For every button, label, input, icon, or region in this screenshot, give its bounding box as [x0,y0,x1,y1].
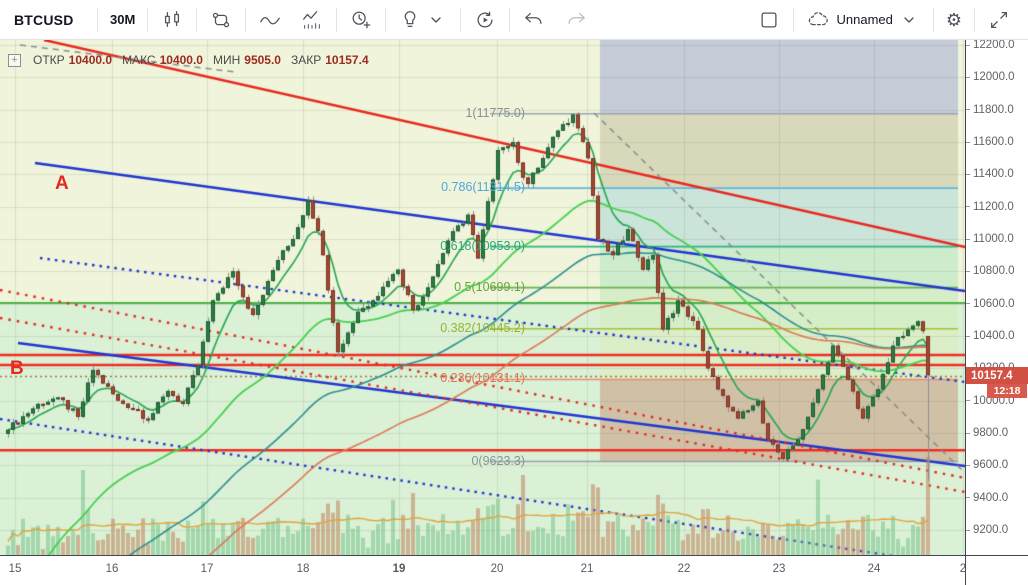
line-chart-icon [258,8,282,32]
separator [336,7,338,32]
time-tick: 19 [392,563,406,575]
price-tick: 11600.0 [966,135,1028,149]
separator [509,7,511,32]
axis-corner [965,555,1028,585]
separator [385,7,387,32]
layout-name: Unnamed [836,12,893,27]
price-tick: 9400.0 [966,491,1028,505]
candlestick-style-button[interactable] [151,4,193,36]
price-chart-canvas[interactable] [0,40,965,555]
bar-replay-button[interactable] [464,4,506,36]
time-tick: 22 [677,563,691,575]
price-tick: 9600.0 [966,458,1028,472]
separator [932,7,934,32]
undo-button[interactable] [513,4,555,36]
time-tick: 20 [490,563,504,575]
top-toolbar: BTCUSD 30M Unnamed [0,0,1028,40]
price-tick: 11800.0 [966,103,1028,117]
separator [147,7,149,32]
separator [245,7,247,32]
settings-gear-icon: ⚙ [945,9,962,30]
price-axis[interactable]: 10157.4 12:18 12200.0 12000.0 11800.0 11600… [965,38,1028,555]
time-tick: 23 [772,563,786,575]
time-tick: 24 [867,563,881,575]
time-axis[interactable]: 15 16 17 18 19 20 21 22 23 24 2 [0,555,967,585]
compare-button[interactable] [200,4,242,36]
separator [974,7,975,32]
price-tick: 12200.0 [966,38,1028,52]
time-tick: 2 [959,563,967,575]
time-tick: 21 [580,563,594,575]
price-tick: 12000.0 [966,70,1028,84]
price-tick: 9200.0 [966,523,1028,537]
separator [97,7,98,32]
indicators-button[interactable] [291,4,333,36]
bar-replay-icon [473,8,497,32]
chevron-down-icon [897,8,921,32]
time-tick: 15 [8,563,22,575]
toolbar-right-group: Unnamed ⚙ [748,4,1020,36]
cloud-save-icon [806,8,830,32]
price-tick: 9800.0 [966,426,1028,440]
symbol-button[interactable]: BTCUSD [14,11,74,28]
compare-icon [209,8,233,32]
ideas-bulb-icon [398,8,422,32]
price-tick: 10400.0 [966,329,1028,343]
indicators-icon [300,8,324,32]
line-chart-button[interactable] [249,4,291,36]
separator [460,7,462,32]
undo-icon [522,8,546,32]
price-tick: 11400.0 [966,167,1028,181]
alert-clock-icon [349,8,373,32]
price-tick: 10600.0 [966,297,1028,311]
redo-button[interactable] [555,4,597,36]
alert-button[interactable] [340,4,382,36]
select-layout-button[interactable] [748,4,790,36]
select-layout-icon [757,8,781,32]
price-tick: 11000.0 [966,232,1028,246]
redo-icon [564,8,588,32]
time-tick: 16 [105,563,119,575]
chart-pane: + ОТКР 10400.0 МАКС 10400.0 МИН 9505.0 ЗАКР… [0,40,965,555]
ideas-button[interactable] [389,4,457,36]
chart-settings-button[interactable]: ⚙ [937,4,971,36]
time-tick: 18 [296,563,310,575]
price-tick: 10800.0 [966,264,1028,278]
separator [196,7,198,32]
last-price-badge: 10157.4 [966,367,1028,385]
bar-countdown-badge: 12:18 [987,384,1027,399]
save-layout-button[interactable]: Unnamed [797,4,929,36]
time-tick: 17 [200,563,214,575]
price-tick: 11200.0 [966,200,1028,214]
candlestick-style-icon [160,8,184,32]
separator [793,7,795,32]
fullscreen-button[interactable] [978,4,1020,36]
interval-button[interactable]: 30M [110,12,136,27]
chevron-down-icon [424,8,448,32]
fullscreen-icon [987,8,1011,32]
